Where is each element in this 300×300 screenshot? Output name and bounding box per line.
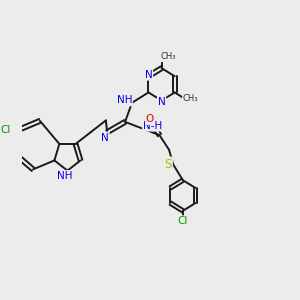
Text: S: S xyxy=(165,158,172,170)
Text: CH₃: CH₃ xyxy=(183,94,198,103)
Text: Cl: Cl xyxy=(0,125,11,135)
Text: N: N xyxy=(101,133,109,142)
Text: CH₃: CH₃ xyxy=(161,52,176,62)
Text: N: N xyxy=(145,70,152,80)
Text: NH: NH xyxy=(116,95,132,105)
Text: N: N xyxy=(158,97,166,107)
Text: N-H: N-H xyxy=(143,121,162,131)
Text: NH: NH xyxy=(57,171,73,181)
Text: Cl: Cl xyxy=(178,216,188,226)
Text: O: O xyxy=(146,114,154,124)
